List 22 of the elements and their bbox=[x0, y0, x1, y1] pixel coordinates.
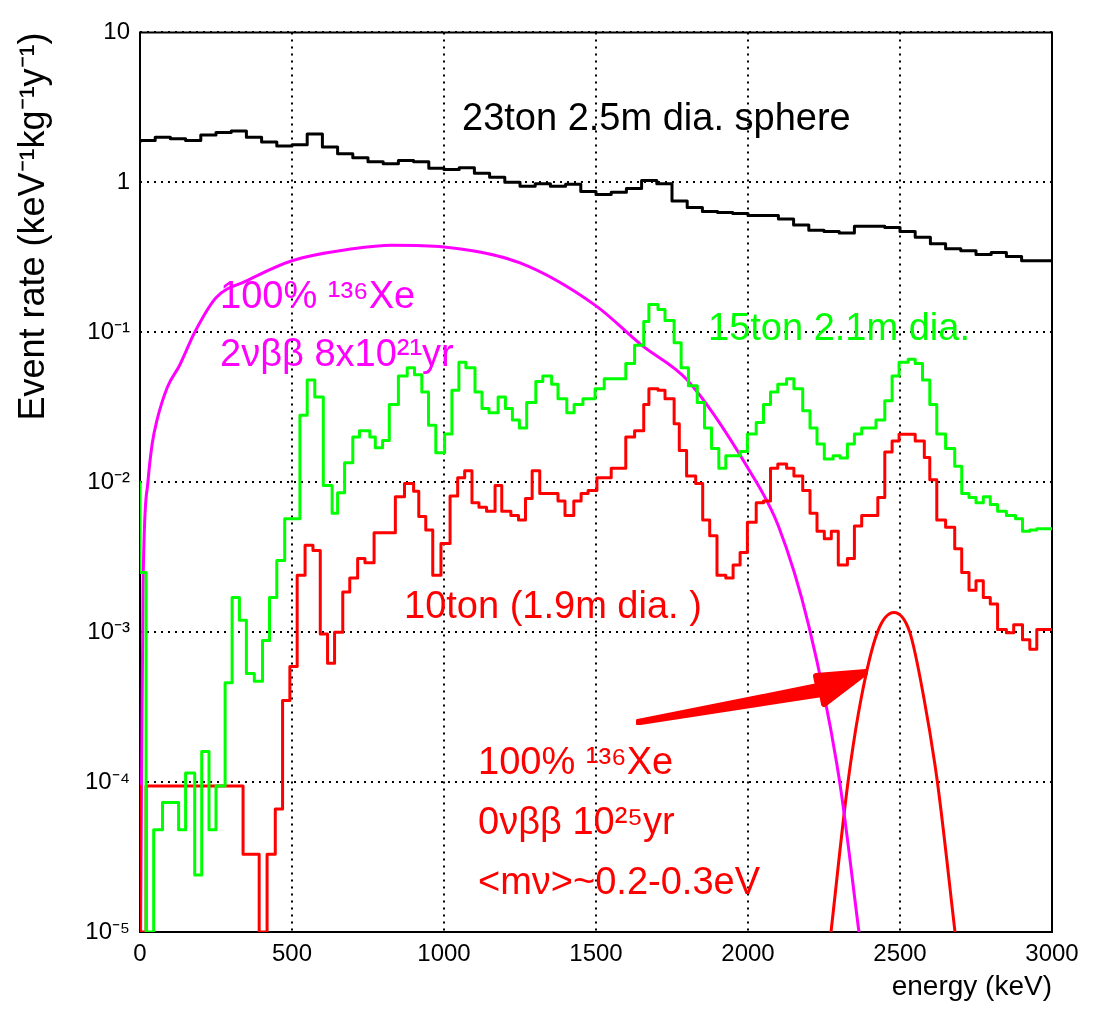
y-axis-title: Event rate (keV⁻¹kg⁻¹y⁻¹) bbox=[10, 32, 52, 421]
series-label: 23ton 2.5m dia. sphere bbox=[462, 96, 851, 139]
y-tick-label: 10 bbox=[103, 17, 130, 45]
y-tick-label: 1 bbox=[116, 166, 130, 194]
x-tick-label: 500 bbox=[271, 939, 313, 967]
line-series bbox=[829, 611, 957, 932]
x-axis-title: energy (keV) bbox=[891, 969, 1052, 1001]
y-tick-label: 10⁻³ bbox=[87, 616, 131, 644]
x-tick-label: 3000 bbox=[1025, 939, 1079, 967]
y-tick-label: 10⁻¹ bbox=[87, 316, 131, 344]
x-tick-label: 0 bbox=[133, 939, 147, 967]
x-tick-label: 1000 bbox=[417, 939, 471, 967]
series-label: 100% ¹³⁶Xe 0νββ 10²⁵yr <mν>~0.2-0.3eV bbox=[478, 740, 761, 903]
y-tick-label: 10⁻⁴ bbox=[84, 766, 130, 794]
y-tick-label: 10⁻² bbox=[87, 466, 131, 494]
series-label: 100% ¹³⁶Xe 2νββ 8x10²¹yr bbox=[220, 274, 455, 375]
series-label: 15ton 2.1m dia. bbox=[708, 306, 970, 349]
y-tick-label: 10⁻⁵ bbox=[85, 916, 130, 944]
x-tick-label: 2500 bbox=[873, 939, 927, 967]
series-label: 10ton (1.9m dia. ) bbox=[404, 584, 702, 627]
x-tick-label: 1500 bbox=[569, 939, 623, 967]
x-tick-label: 2000 bbox=[721, 939, 775, 967]
